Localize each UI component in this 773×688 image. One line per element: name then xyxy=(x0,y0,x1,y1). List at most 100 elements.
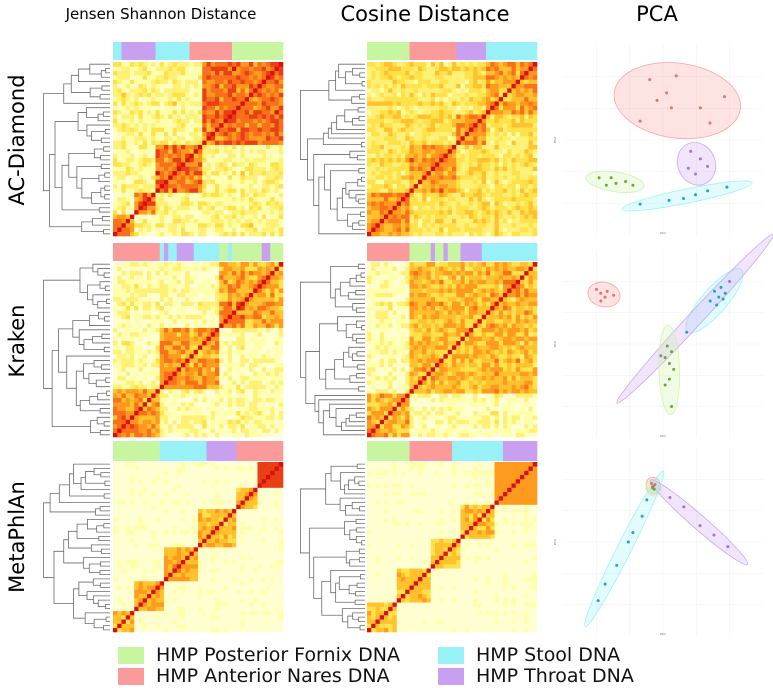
heatmap-cell xyxy=(532,96,538,102)
heatmap-cell xyxy=(266,332,271,337)
heatmap-cell xyxy=(367,384,372,390)
heatmap-cell xyxy=(232,140,237,145)
heatmap-cell xyxy=(215,175,220,180)
heatmap-cell xyxy=(155,214,161,219)
heatmap-cell xyxy=(151,127,156,132)
heatmap-cell xyxy=(206,327,212,333)
heatmap-cell xyxy=(210,305,216,311)
heatmap-cell xyxy=(443,432,449,438)
heatmap-cell xyxy=(155,288,161,293)
heatmap-cell xyxy=(176,196,182,202)
heatmap-cell xyxy=(379,428,385,433)
heatmap-cell xyxy=(117,332,122,337)
heatmap-cell xyxy=(125,371,131,377)
heatmap-cell xyxy=(130,192,135,198)
heatmap-cell xyxy=(532,170,538,176)
heatmap-cell xyxy=(392,179,398,185)
heatmap-cell xyxy=(464,109,470,115)
heatmap-cell xyxy=(240,270,246,276)
heatmap-cell xyxy=(392,205,398,211)
heatmap-cell xyxy=(371,83,376,89)
heatmap-cell xyxy=(172,118,178,124)
heatmap-cell xyxy=(464,135,470,141)
heatmap-cell xyxy=(249,170,254,176)
heatmap-cell xyxy=(261,201,267,206)
heatmap-cell xyxy=(532,183,538,189)
heatmap-cell xyxy=(193,214,199,219)
heatmap-cell xyxy=(430,122,436,128)
heatmap-cell xyxy=(130,231,135,237)
heatmap-cell xyxy=(168,419,173,425)
heatmap-cell xyxy=(215,262,220,267)
heatmap-cell xyxy=(439,166,444,172)
heatmap-cell xyxy=(413,88,419,93)
heatmap-cell xyxy=(193,397,199,403)
heatmap-cell xyxy=(261,96,267,102)
heatmap-cell xyxy=(155,262,161,267)
heatmap-cell xyxy=(477,79,483,85)
heatmap-cell xyxy=(236,209,241,215)
heatmap-cell xyxy=(198,262,203,267)
heatmap-cell xyxy=(469,135,474,141)
heatmap-cell xyxy=(240,166,246,172)
heatmap-cell xyxy=(418,218,423,224)
heatmap-cell xyxy=(443,70,449,76)
heatmap-cell xyxy=(164,122,169,128)
heatmap-cell xyxy=(473,162,478,167)
heatmap-cell xyxy=(266,402,271,407)
heatmap-cell xyxy=(155,135,161,141)
heatmap-cell xyxy=(388,144,393,150)
heatmap-cell xyxy=(240,144,246,150)
heatmap-cell xyxy=(375,127,381,132)
heatmap-cell xyxy=(215,62,220,67)
heatmap-cell xyxy=(142,406,148,412)
heatmap-cell xyxy=(418,140,423,145)
heatmap-cell xyxy=(481,92,487,98)
heatmap-cell xyxy=(422,105,427,111)
heatmap-cell xyxy=(236,192,241,198)
heatmap-cell xyxy=(244,179,250,185)
heatmap-cell xyxy=(490,66,495,71)
heatmap-cell xyxy=(375,109,381,115)
heatmap-cell xyxy=(227,170,233,176)
heatmap-cell xyxy=(134,79,139,85)
heatmap-cell xyxy=(134,345,139,350)
heatmap-cell xyxy=(232,222,237,228)
heatmap-cell xyxy=(469,114,474,119)
heatmap-cell xyxy=(520,201,525,206)
heatmap-cell xyxy=(232,393,237,398)
heatmap-cell xyxy=(202,283,207,289)
heatmap-cell xyxy=(494,88,500,93)
heatmap-cell xyxy=(155,323,161,328)
heatmap-cell xyxy=(113,179,118,185)
heatmap-cell xyxy=(219,262,224,267)
heatmap-cell xyxy=(155,292,161,298)
heatmap-cell xyxy=(367,162,372,167)
heatmap-cell xyxy=(219,279,224,285)
heatmap-cell xyxy=(121,367,127,372)
heatmap-cell xyxy=(278,353,284,359)
heatmap-cell xyxy=(413,114,419,119)
heatmap-cell xyxy=(164,149,169,154)
heatmap-cell xyxy=(257,131,263,137)
heatmap-cell xyxy=(147,428,152,433)
heatmap-cell xyxy=(185,105,190,111)
heatmap-cell xyxy=(473,222,478,228)
heatmap-cell xyxy=(278,406,284,412)
heatmap-cell xyxy=(193,266,199,272)
heatmap-cell xyxy=(396,127,402,132)
heatmap-cell xyxy=(430,135,436,141)
heatmap-cell xyxy=(464,170,470,176)
heatmap-cell xyxy=(138,114,144,119)
heatmap-cell xyxy=(401,201,406,206)
heatmap-cell xyxy=(198,170,203,176)
annotation-segment xyxy=(456,42,487,60)
heatmap-cell xyxy=(215,375,220,381)
heatmap-cell xyxy=(392,192,398,198)
heatmap-cell xyxy=(113,144,118,150)
heatmap-cell xyxy=(206,301,212,307)
heatmap-cell xyxy=(206,227,212,232)
heatmap-cell xyxy=(405,205,410,211)
heatmap-cell xyxy=(426,118,432,124)
heatmap-cell xyxy=(405,196,410,202)
